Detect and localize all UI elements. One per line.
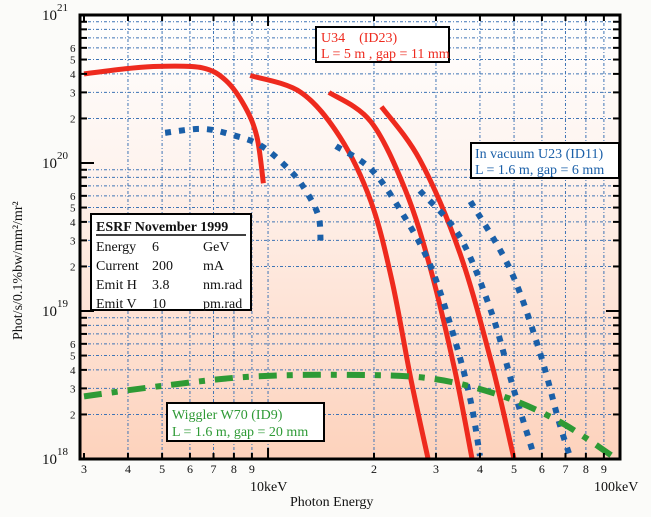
y-minor-tick-label: 4 bbox=[70, 69, 76, 81]
series-line-u23 bbox=[334, 143, 483, 457]
y-minor-tick-label: 6 bbox=[70, 43, 76, 55]
y-major-tick-label: 1020 bbox=[42, 150, 69, 172]
y-minor-tick-label: 3 bbox=[70, 383, 76, 395]
y-minor-tick-label: 2 bbox=[70, 409, 76, 421]
y-minor-tick-label: 2 bbox=[70, 261, 76, 273]
annotation-w70: Wiggler W70 (ID9) L = 1.6 m, gap = 20 mm bbox=[166, 402, 325, 442]
x-tick-label: 9 bbox=[601, 462, 607, 476]
annotation-u34-line2: L = 5 m , gap = 11 mm bbox=[321, 47, 450, 62]
plot-frame bbox=[78, 13, 622, 461]
x-tick-label: 4 bbox=[125, 462, 131, 476]
annotation-w70-line2: L = 1.6 m, gap = 20 mm bbox=[172, 425, 308, 440]
series-line-w70 bbox=[83, 371, 614, 459]
series-line-u34 bbox=[249, 73, 431, 460]
x-tick-label: 9 bbox=[249, 462, 255, 476]
info-param-unit: nm.rad bbox=[203, 278, 242, 293]
annotation-u34: U34 (ID23) L = 5 m , gap = 11 mm bbox=[315, 26, 450, 63]
info-param-value: 3.8 bbox=[152, 278, 170, 293]
annotation-u23-line2: L = 1.6 m, gap = 6 mm bbox=[475, 163, 604, 178]
info-param-label: Current bbox=[96, 259, 139, 274]
x-tick-label: 7 bbox=[211, 462, 217, 476]
x-tick-label: 8 bbox=[231, 462, 237, 476]
info-box: ESRF November 1999 Energy 6 GeV Current 200 m… bbox=[90, 213, 252, 312]
info-param-unit: GeV bbox=[203, 240, 229, 255]
y-major-tick-label: 1021 bbox=[42, 2, 68, 24]
y-minor-tick-label: 6 bbox=[70, 339, 76, 351]
y-minor-tick-label: 3 bbox=[70, 87, 76, 99]
info-param-value: 6 bbox=[152, 240, 159, 255]
x-tick-label: 6 bbox=[187, 462, 193, 476]
info-param-value: 200 bbox=[152, 259, 173, 274]
y-minor-tick-label: 3 bbox=[70, 235, 76, 247]
x-tick-label: 4 bbox=[477, 462, 483, 476]
annotation-u23-line1: In vacuum U23 (ID11) bbox=[475, 147, 604, 162]
x-tick-label: 8 bbox=[583, 462, 589, 476]
x-major-tick-label: 10keV bbox=[250, 480, 287, 495]
annotation-w70-line1: Wiggler W70 (ID9) bbox=[172, 408, 283, 423]
y-minor-tick-label: 4 bbox=[70, 365, 76, 377]
x-tick-label: 6 bbox=[539, 462, 545, 476]
x-tick-label: 5 bbox=[159, 462, 165, 476]
y-major-tick-label: 1018 bbox=[42, 446, 69, 468]
x-tick-label: 3 bbox=[433, 462, 439, 476]
grid bbox=[80, 15, 620, 459]
y-minor-tick-label: 5 bbox=[70, 203, 76, 215]
series-line-u34 bbox=[83, 63, 266, 184]
x-tick-label: 2 bbox=[371, 462, 377, 476]
y-axis-title: Phot/s/0.1%bw/mm²/mr² bbox=[11, 201, 26, 340]
x-tick-label: 3 bbox=[81, 462, 87, 476]
annotation-u34-line1: U34 (ID23) bbox=[321, 31, 398, 46]
annotation-u23: In vacuum U23 (ID11) L = 1.6 m, gap = 6 … bbox=[470, 142, 620, 179]
x-tick-label: 5 bbox=[511, 462, 517, 476]
info-param-unit: mA bbox=[203, 259, 225, 274]
series-line-u34 bbox=[327, 90, 475, 460]
info-box-title: ESRF November 1999 bbox=[96, 220, 228, 235]
series-line-u23 bbox=[417, 188, 537, 457]
y-minor-tick-label: 5 bbox=[70, 351, 76, 363]
info-param-label: Energy bbox=[96, 240, 136, 255]
y-minor-tick-label: 6 bbox=[70, 191, 76, 203]
y-minor-tick-label: 4 bbox=[70, 217, 76, 229]
x-axis-title: Photon Energy bbox=[290, 495, 373, 510]
x-major-tick-label: 100keV bbox=[594, 480, 638, 495]
info-param-label: Emit H bbox=[96, 278, 137, 293]
info-param-value: 10 bbox=[152, 297, 166, 312]
x-tick-label: 7 bbox=[562, 462, 568, 476]
y-minor-tick-label: 2 bbox=[70, 113, 76, 125]
info-param-label: Emit V bbox=[96, 297, 137, 312]
y-minor-tick-label: 5 bbox=[70, 55, 76, 67]
series-layer bbox=[83, 63, 614, 460]
y-major-tick-label: 1019 bbox=[42, 298, 69, 320]
series-line-u34 bbox=[379, 105, 517, 460]
info-param-unit: pm.rad bbox=[203, 297, 242, 312]
